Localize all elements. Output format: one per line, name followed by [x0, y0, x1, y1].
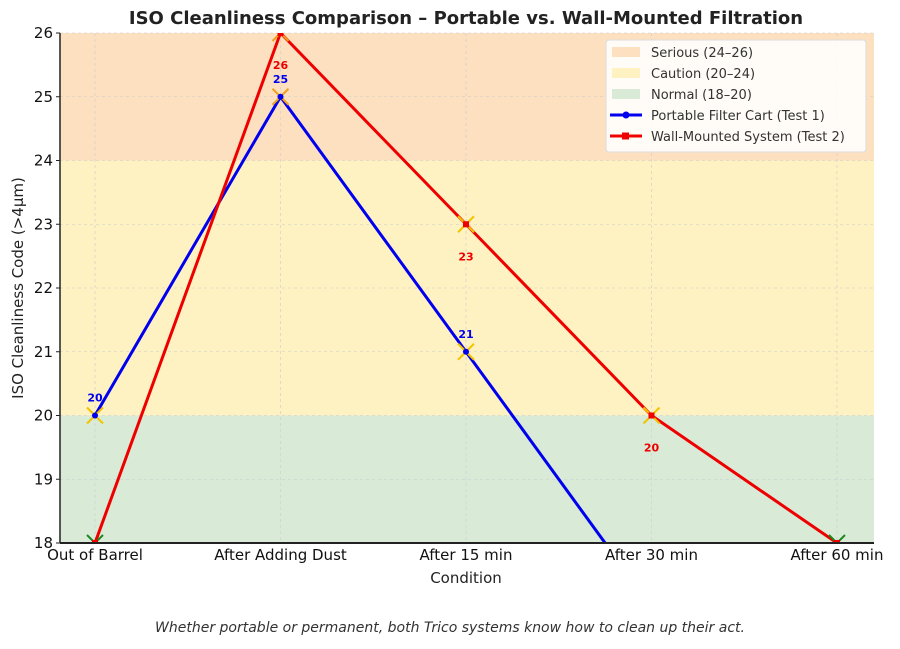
- data-label: 20: [87, 392, 103, 405]
- x-tick-label: After 30 min: [605, 546, 698, 564]
- line-chart: ISO Cleanliness Comparison – Portable vs…: [9, 8, 884, 615]
- legend-swatch: [612, 68, 640, 78]
- data-label: 20: [644, 442, 660, 455]
- y-axis-label: ISO Cleanliness Code (>4µm): [9, 177, 27, 399]
- chart-title: ISO Cleanliness Comparison – Portable vs…: [129, 8, 803, 29]
- data-point: [642, 406, 661, 425]
- data-point: [457, 343, 475, 361]
- data-point: [644, 599, 660, 615]
- y-tick-label: 22: [34, 279, 53, 297]
- x-tick-label: After Adding Dust: [214, 546, 347, 564]
- caption: Whether portable or permanent, both Tric…: [155, 620, 745, 636]
- data-label: 26: [273, 59, 289, 72]
- y-tick-label: 18: [34, 534, 53, 552]
- data-label: 25: [273, 73, 288, 86]
- data-label: 21: [458, 328, 473, 341]
- data-point: [457, 215, 475, 233]
- legend: Serious (24–26) Caution (20–24) Normal (18…: [605, 39, 867, 153]
- data-point: [86, 406, 104, 425]
- legend-label: Portable Filter Cart (Test 1): [651, 109, 825, 124]
- x-tick-label: After 15 min: [420, 546, 513, 564]
- y-tick-label: 21: [34, 343, 53, 361]
- legend-label: Wall-Mounted System (Test 2): [651, 130, 845, 145]
- legend-label: Serious (24–26): [651, 46, 753, 61]
- y-tick-label: 26: [34, 24, 53, 42]
- legend-swatch: [612, 47, 640, 57]
- y-tick-label: 19: [34, 470, 53, 488]
- legend-label: Normal (18–20): [651, 88, 752, 103]
- legend-swatch: [612, 89, 640, 99]
- y-tick-label: 23: [34, 215, 53, 233]
- y-tick-label: 20: [34, 407, 53, 425]
- data-point: [829, 599, 845, 615]
- y-tick-label: 25: [34, 88, 53, 106]
- x-tick-label: After 60 min: [791, 546, 884, 564]
- y-tick-label: 24: [34, 152, 53, 170]
- legend-label: Caution (20–24): [651, 67, 755, 82]
- data-point: [271, 88, 290, 106]
- x-tick-label: Out of Barrel: [47, 546, 143, 564]
- data-point: [828, 534, 846, 543]
- data-point: [271, 33, 290, 42]
- data-point: [86, 534, 104, 543]
- x-axis-label: Condition: [430, 569, 502, 587]
- data-label: 23: [458, 250, 473, 263]
